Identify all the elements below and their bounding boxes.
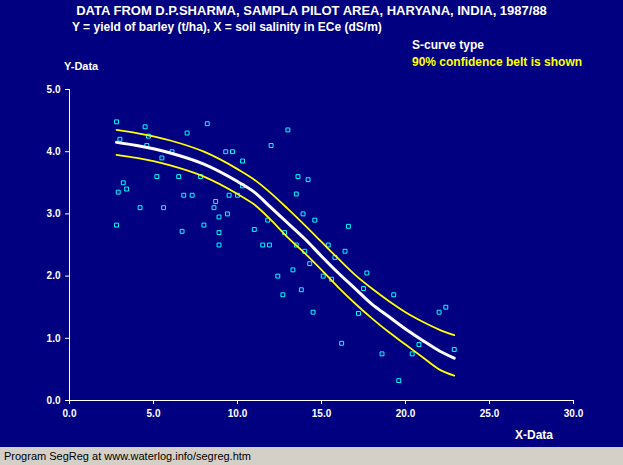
html-text:Y = yield of barley (t/ha), X: Y = yield of barley (t/ha), X = soil sal… xyxy=(72,20,382,34)
svg-text:2.0: 2.0 xyxy=(47,270,61,281)
svg-text:1.0: 1.0 xyxy=(47,333,61,344)
svg-text:0.0: 0.0 xyxy=(63,408,77,419)
svg-text:0.0: 0.0 xyxy=(47,395,61,406)
svg-text:20.0: 20.0 xyxy=(396,408,416,419)
html-text:X-Data: X-Data xyxy=(515,428,553,442)
html-text:90% confidence belt is shown: 90% confidence belt is shown xyxy=(412,55,582,69)
html-text:Y-Data: Y-Data xyxy=(64,60,99,72)
svg-text:3.0: 3.0 xyxy=(47,208,61,219)
svg-text:10.0: 10.0 xyxy=(228,408,248,419)
html-text:DATA FROM D.P.SHARMA, SAMPLA P: DATA FROM D.P.SHARMA, SAMPLA PILOT AREA,… xyxy=(76,3,547,18)
svg-text:5.0: 5.0 xyxy=(147,408,161,419)
svg-text:15.0: 15.0 xyxy=(312,408,332,419)
html-text:S-curve type: S-curve type xyxy=(412,38,484,52)
svg-text:25.0: 25.0 xyxy=(480,408,500,419)
html-text:Program SegReg at www.waterlog: Program SegReg at www.waterlog.info/segr… xyxy=(4,450,251,462)
svg-text:4.0: 4.0 xyxy=(47,146,61,157)
svg-text:5.0: 5.0 xyxy=(47,84,61,95)
svg-text:30.0: 30.0 xyxy=(564,408,584,419)
